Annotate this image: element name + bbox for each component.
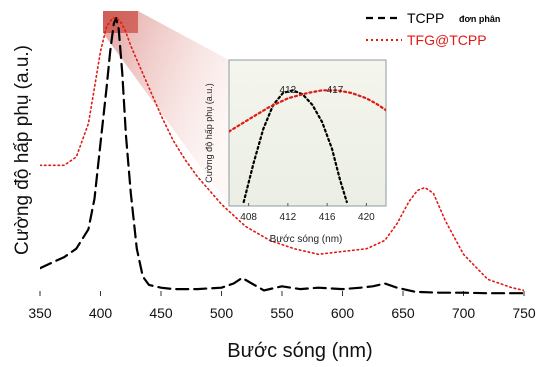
inset-peak-label-412: 412 xyxy=(280,85,297,96)
inset-series-tcpp-line xyxy=(242,89,348,204)
inset-x-tick-label: 420 xyxy=(358,212,375,223)
main-series-tcpp-line xyxy=(40,16,524,295)
inset-peak-label-417: 417 xyxy=(327,85,344,96)
main-series-tfg-tcpp-line xyxy=(40,17,524,292)
main-x-tick-label: 400 xyxy=(89,305,113,321)
legend-tcpp-label: TCPP xyxy=(407,10,444,26)
main-x-ticks xyxy=(39,291,525,296)
inset-x-tick-label: 416 xyxy=(319,212,336,223)
main-x-axis-title: Bước sóng (nm) xyxy=(227,340,372,362)
inset-frame xyxy=(228,59,387,207)
main-x-tick-label: 450 xyxy=(149,305,173,321)
inset-x-ticks xyxy=(248,203,367,206)
main-x-tick-label: 700 xyxy=(452,305,476,321)
main-x-tick-label: 500 xyxy=(210,305,234,321)
inset-x-tick-label: 408 xyxy=(240,212,257,223)
main-x-tick-label: 650 xyxy=(391,305,415,321)
legend-tfg-label: TFG@TCPP xyxy=(407,32,487,48)
main-series-layer xyxy=(40,16,524,295)
main-x-tick-label: 750 xyxy=(512,305,536,321)
inset-x-axis-title: Bước sóng (nm) xyxy=(270,234,343,245)
inset-peak-annotations: 412 417 xyxy=(280,85,344,96)
legend-tcpp-sublabel: đơn phân xyxy=(459,14,500,24)
inset-x-tick-label: 412 xyxy=(280,212,297,223)
main-x-tick-label: 600 xyxy=(331,305,355,321)
inset-series-layer xyxy=(229,89,386,204)
inset-plot: 408 412 416 420 412 417 Bước sóng (nm) Cường… xyxy=(204,59,387,245)
inset-y-axis-title: Cường độ hấp phụ (a.u.) xyxy=(204,83,214,183)
zoom-band xyxy=(103,11,229,206)
main-y-axis-title: Cường độ hấp phụ (a.u.) xyxy=(12,45,33,255)
inset-series-tfg-tcpp-line xyxy=(229,89,386,133)
main-x-tick-labels: 350 400 450 500 550 600 650 700 750 xyxy=(28,305,536,321)
inset-x-tick-labels: 408 412 416 420 xyxy=(240,212,375,223)
legend: TCPP đơn phân TFG@TCPP xyxy=(366,10,500,48)
main-x-tick-label: 350 xyxy=(28,305,52,321)
main-plot: 350 400 450 500 550 600 650 700 750 Bước sóng (n… xyxy=(12,16,536,362)
main-x-tick-label: 550 xyxy=(270,305,294,321)
